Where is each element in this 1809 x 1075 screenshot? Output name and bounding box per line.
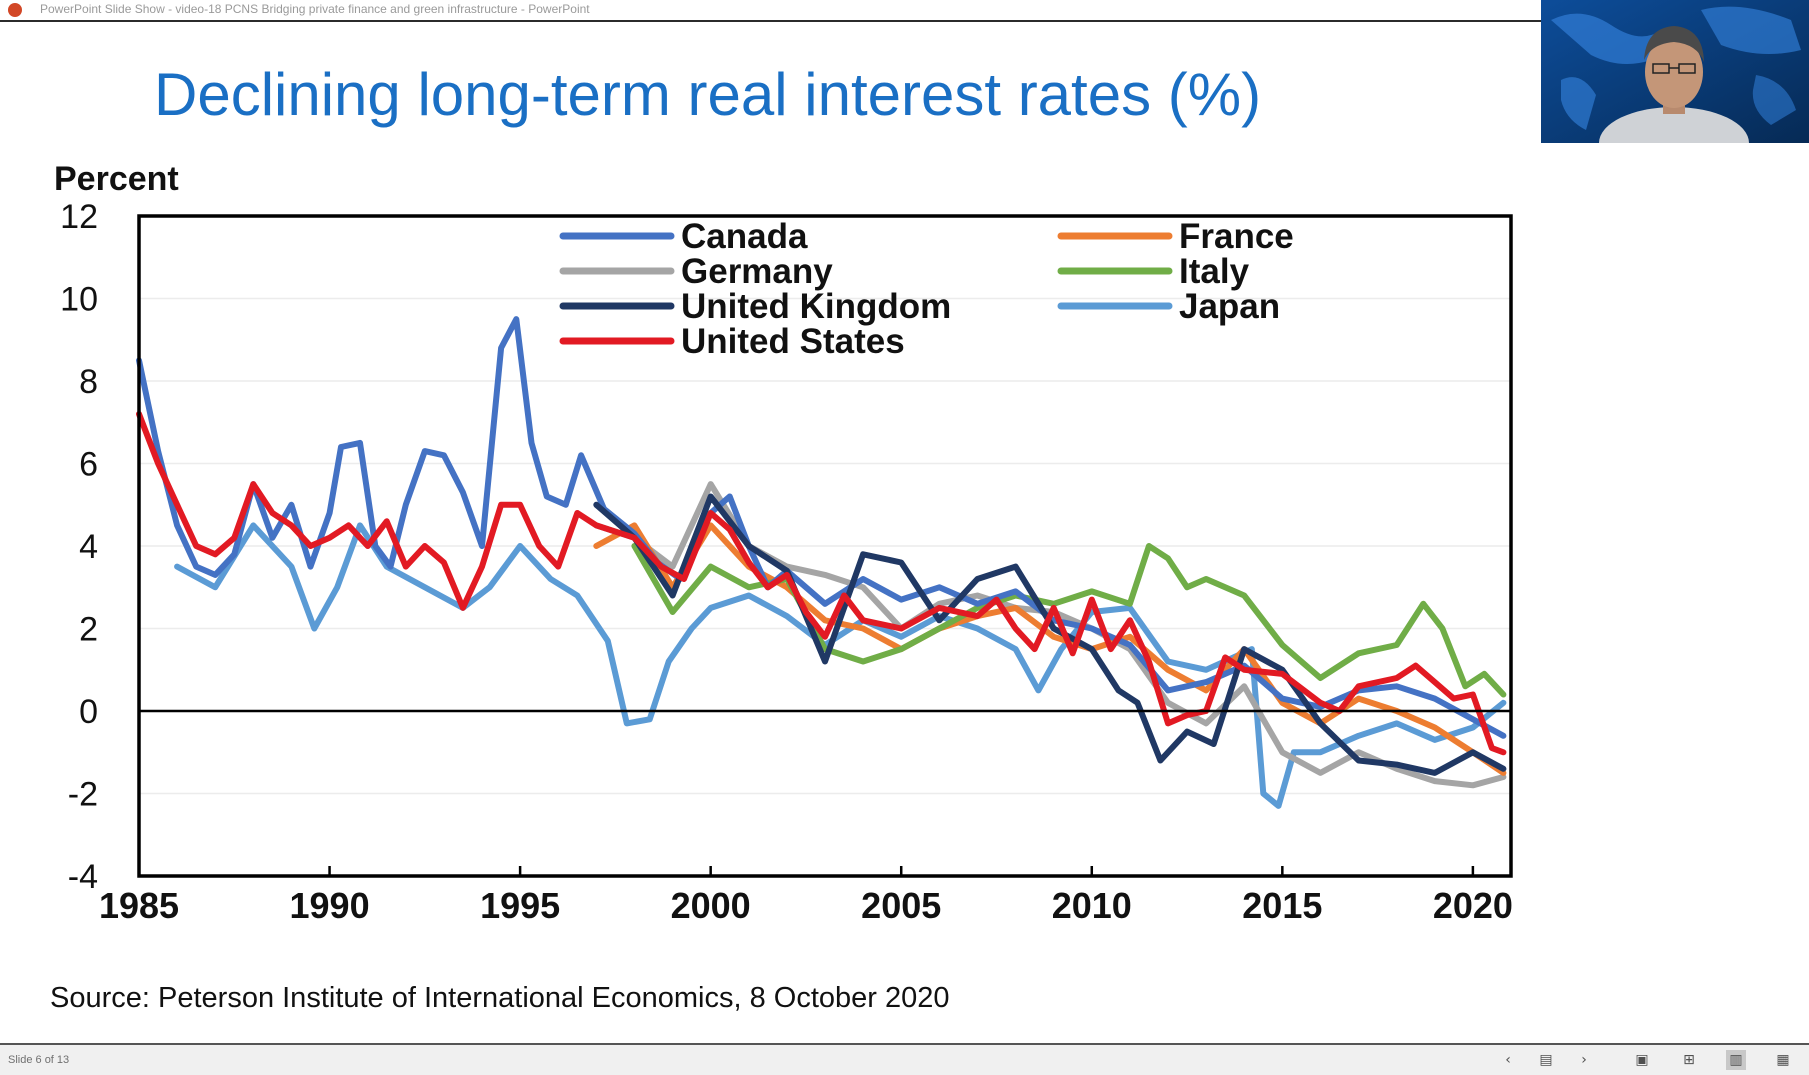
x-tick-label: 2020 [1433, 885, 1513, 926]
legend-label-united-kingdom: United Kingdom [681, 287, 951, 326]
x-tick-labels: 1985 1990 1995 2000 2005 2010 2015 2020 [99, 885, 1513, 926]
slide-sorter-icon[interactable]: ▤ [1539, 1052, 1553, 1068]
legend-label-canada: Canada [681, 217, 808, 256]
slide-counter: Slide 6 of 13 [8, 1054, 70, 1066]
y-tick-label: 4 [79, 528, 98, 566]
y-tick-label: 0 [79, 693, 98, 731]
legend-label-japan: Japan [1179, 287, 1280, 326]
series-line-united-states [136, 411, 1507, 756]
y-tick-label: 8 [79, 363, 98, 401]
grid-view-icon[interactable]: ⊞ [1683, 1052, 1695, 1068]
legend-label-italy: Italy [1179, 252, 1250, 291]
powerpoint-icon [8, 3, 22, 17]
reading-view-icon[interactable]: ▥ [1726, 1050, 1746, 1070]
prev-icon[interactable]: ‹ [1505, 1052, 1511, 1068]
window-titlebar: PowerPoint Slide Show - video-18 PCNS Br… [0, 0, 1809, 22]
chart-series-layer [136, 316, 1507, 809]
x-tick-label: 1990 [290, 885, 370, 926]
y-tick-labels: 12 10 8 6 4 2 0 -2 -4 [60, 198, 98, 896]
chart-gridlines [139, 297, 1511, 795]
legend-label-germany: Germany [681, 252, 833, 291]
x-tick-label: 2005 [861, 885, 941, 926]
legend-label-france: France [1179, 217, 1294, 256]
series-line-japan [174, 522, 1507, 809]
source-note: Source: Peterson Institute of Internatio… [50, 982, 950, 1014]
y-tick-label: -4 [68, 858, 98, 896]
x-tick-label: 2015 [1242, 885, 1322, 926]
status-bar: Slide 6 of 13 ‹ ▤ › ▣ ⊞ ▥ ▦ [0, 1043, 1809, 1075]
y-tick-label: 12 [60, 198, 98, 236]
x-tick-label: 1995 [480, 885, 560, 926]
x-tick-marks [137, 866, 1475, 876]
chart-legend: Canada France Germany Italy United Kingdom Ja… [559, 217, 1294, 361]
series-line-united-kingdom [593, 493, 1507, 776]
y-tick-label: -2 [68, 776, 98, 814]
legend-label-united-states: United States [681, 322, 905, 361]
next-icon[interactable]: › [1581, 1052, 1587, 1068]
slideshow-icon[interactable]: ▦ [1776, 1052, 1790, 1068]
y-tick-label: 2 [79, 611, 98, 649]
y-axis-label: Percent [54, 160, 179, 198]
slide-title: Declining long-term real interest rates … [154, 61, 1262, 128]
y-tick-label: 6 [79, 446, 98, 484]
notes-icon[interactable]: ▣ [1635, 1052, 1649, 1068]
y-tick-label: 10 [60, 281, 98, 319]
webcam-overlay [1541, 0, 1809, 143]
x-tick-label: 1985 [99, 885, 179, 926]
x-tick-label: 2000 [671, 885, 751, 926]
window-title: PowerPoint Slide Show - video-18 PCNS Br… [40, 2, 590, 16]
plot-area-frame [137, 214, 1513, 878]
x-tick-label: 2010 [1052, 885, 1132, 926]
